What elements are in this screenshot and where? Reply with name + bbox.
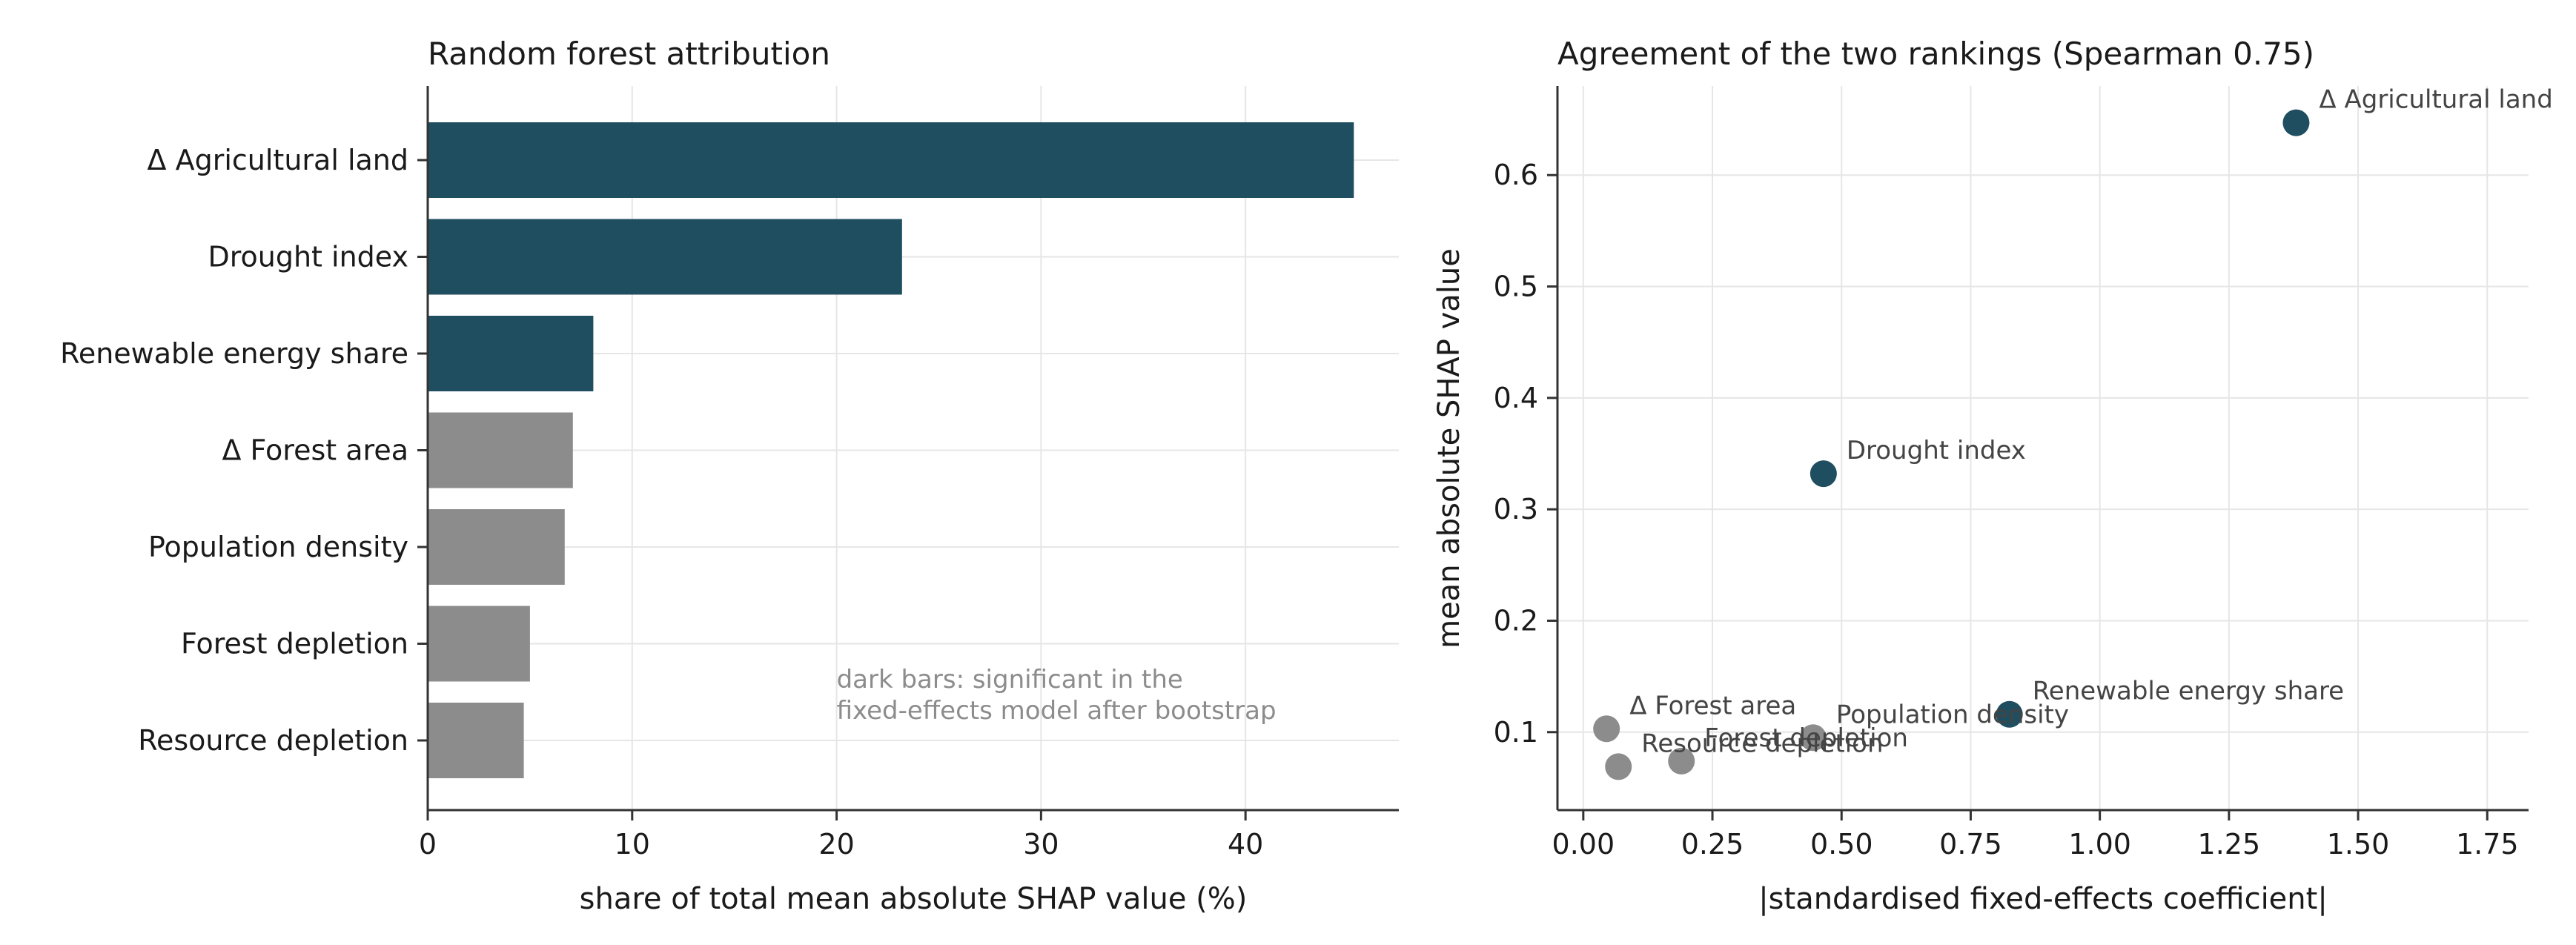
bar xyxy=(428,316,594,391)
scatter-point xyxy=(1593,715,1620,743)
scatter-chart-x-tick-label: 1.25 xyxy=(2198,828,2261,861)
scatter-chart-x-tick-label: 1.50 xyxy=(2327,828,2390,861)
scatter-chart-title: Agreement of the two rankings (Spearman … xyxy=(1557,36,2314,72)
category-label: Renewable energy share xyxy=(60,337,408,370)
category-label: Resource depletion xyxy=(138,724,408,757)
scatter-point xyxy=(1996,700,2023,728)
scatter-chart-x-tick-label: 0.75 xyxy=(1939,828,2002,861)
scatter-point xyxy=(2282,109,2310,136)
scatter-chart-x-tick-label: 1.00 xyxy=(2068,828,2131,861)
scatter-chart-x-tick-label: 0.25 xyxy=(1681,828,1744,861)
bar-chart-panel: Random forest attribution Δ Agricultural… xyxy=(60,36,1399,916)
point-label: Δ Forest area xyxy=(1629,691,1796,720)
bar-chart-title: Random forest attribution xyxy=(428,36,830,72)
point-label: Renewable energy share xyxy=(2033,677,2344,706)
category-label: Forest depletion xyxy=(181,628,408,660)
bar xyxy=(428,122,1354,198)
scatter-chart-x-tick-label: 1.75 xyxy=(2456,828,2519,861)
point-label: Drought index xyxy=(1847,436,2026,465)
bar-chart-x-tick-label: 10 xyxy=(615,828,650,861)
bar-chart-x-tick-label: 20 xyxy=(818,828,854,861)
scatter-chart-x-tick-label: 0.50 xyxy=(1810,828,1873,861)
category-label: Δ Agricultural land xyxy=(148,144,408,176)
bar-chart-x-tick-label: 40 xyxy=(1228,828,1263,861)
bar xyxy=(428,509,565,585)
bar xyxy=(428,703,524,778)
annotation-line-1: dark bars: significant in the xyxy=(837,665,1183,694)
point-label: Δ Agricultural land xyxy=(2319,85,2552,115)
bar-chart-x-axis-label: share of total mean absolute SHAP value … xyxy=(580,882,1248,916)
bar-chart-x-tick-label: 30 xyxy=(1023,828,1059,861)
scatter-point xyxy=(1668,747,1695,775)
scatter-chart-y-tick-label: 0.3 xyxy=(1494,493,1538,525)
category-label: Drought index xyxy=(208,241,408,273)
scatter-chart-y-tick-label: 0.2 xyxy=(1494,604,1538,637)
bar xyxy=(428,606,530,682)
scatter-point xyxy=(1799,724,1827,752)
scatter-chart-x-tick-label: 0.00 xyxy=(1552,828,1615,861)
bar-chart-x-tick-label: 0 xyxy=(419,828,437,861)
annotation-line-2: fixed-effects model after bootstrap xyxy=(837,696,1277,726)
category-label: Δ Forest area xyxy=(222,434,408,467)
scatter-point xyxy=(1810,460,1837,488)
category-label: Population density xyxy=(148,531,408,563)
scatter-chart-y-tick-label: 0.1 xyxy=(1494,716,1538,749)
point-label: Forest depletion xyxy=(1704,723,1908,753)
scatter-chart-panel: Agreement of the two rankings (Spearman … xyxy=(1432,36,2553,916)
point-label: Population density xyxy=(1836,700,2069,729)
point-label: Resource depletion xyxy=(1641,729,1883,758)
scatter-chart-y-axis-label: mean absolute SHAP value xyxy=(1432,248,1466,649)
bar xyxy=(428,219,902,295)
bar xyxy=(428,412,573,488)
scatter-chart-y-tick-label: 0.6 xyxy=(1494,159,1538,191)
scatter-chart-x-axis-label: |standardised fixed-effects coefficient| xyxy=(1758,882,2328,916)
scatter-chart-y-tick-label: 0.4 xyxy=(1494,382,1538,414)
scatter-point xyxy=(1605,753,1632,780)
bar-chart-annotation: dark bars: significant in the fixed-effe… xyxy=(837,665,1277,726)
scatter-chart-y-tick-label: 0.5 xyxy=(1494,271,1538,303)
